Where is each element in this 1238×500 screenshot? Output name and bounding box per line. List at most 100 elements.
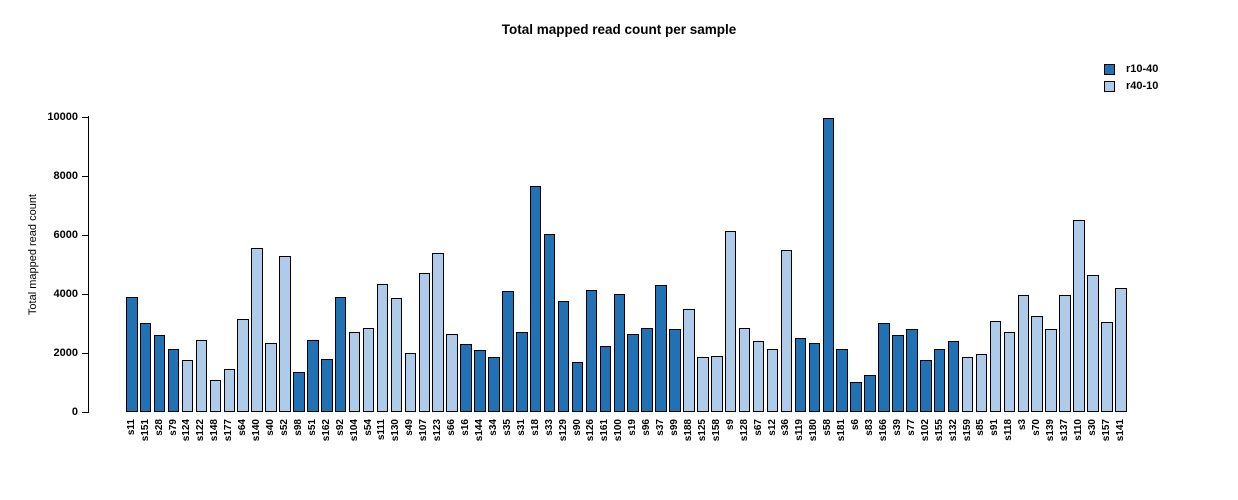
bar-s96 bbox=[641, 328, 653, 412]
x-tick-label: s181 bbox=[836, 419, 848, 442]
x-tick-label: s98 bbox=[292, 419, 304, 436]
bar-s16 bbox=[460, 344, 472, 412]
y-tick-mark bbox=[82, 412, 88, 413]
bar-s119 bbox=[794, 338, 807, 412]
x-tick-label: s3 bbox=[1017, 419, 1029, 431]
x-tick-label: s177 bbox=[223, 419, 235, 442]
bar-s123 bbox=[432, 253, 444, 412]
x-tick-label: s99 bbox=[669, 419, 681, 436]
bar-s66 bbox=[446, 334, 458, 412]
bar-s137 bbox=[1059, 295, 1071, 412]
bar-s100 bbox=[613, 294, 626, 412]
x-tick-label: s100 bbox=[613, 419, 625, 442]
bar-s33 bbox=[543, 234, 556, 412]
bar-s99 bbox=[669, 329, 681, 412]
x-tick-label: s9 bbox=[724, 419, 736, 431]
bar-s58 bbox=[822, 118, 834, 412]
x-tick-label: s110 bbox=[1072, 419, 1084, 441]
bar-s144 bbox=[474, 350, 486, 412]
bar-s107 bbox=[418, 273, 431, 412]
x-tick-label: s58 bbox=[822, 419, 834, 436]
x-tick-label: s28 bbox=[153, 419, 165, 436]
x-tick-label: s31 bbox=[515, 419, 527, 436]
x-tick-label: s132 bbox=[947, 419, 959, 442]
bar-s67 bbox=[752, 341, 765, 412]
bar-s83 bbox=[864, 375, 876, 412]
x-tick-label: s39 bbox=[891, 419, 903, 436]
legend-item-r10-40: r10-40 bbox=[1104, 63, 1158, 76]
bar-s9 bbox=[724, 231, 737, 412]
x-tick-label: s19 bbox=[627, 419, 639, 436]
bar-s28 bbox=[153, 335, 166, 412]
bar-s132 bbox=[947, 341, 960, 412]
x-tick-label: s6 bbox=[850, 419, 862, 431]
bar-s30 bbox=[1087, 275, 1099, 412]
x-tick-label: s52 bbox=[278, 419, 290, 436]
bar-s157 bbox=[1101, 322, 1113, 412]
bar-s90 bbox=[571, 362, 584, 412]
legend: r10-40 r40-10 bbox=[1104, 63, 1158, 97]
x-tick-label: s96 bbox=[641, 419, 653, 436]
bar-s162 bbox=[321, 359, 333, 412]
bar-s118 bbox=[1003, 332, 1016, 412]
y-tick-label: 4000 bbox=[53, 288, 78, 300]
bar-s64 bbox=[237, 319, 249, 412]
bar-s12 bbox=[766, 349, 779, 412]
bar-s36 bbox=[780, 250, 793, 412]
x-tick-label: s79 bbox=[167, 419, 179, 436]
y-tick-label: 8000 bbox=[53, 170, 78, 182]
chart-title: Total mapped read count per sample bbox=[501, 22, 737, 37]
bar-s79 bbox=[167, 349, 180, 412]
x-tick-label: s92 bbox=[334, 419, 346, 436]
x-tick-label: s140 bbox=[251, 419, 263, 442]
x-tick-label: s155 bbox=[933, 419, 945, 442]
bar-s6 bbox=[850, 382, 862, 412]
x-tick-label: s104 bbox=[348, 419, 360, 442]
x-tick-label: s139 bbox=[1045, 419, 1057, 442]
x-tick-label: s157 bbox=[1100, 419, 1112, 442]
bar-s51 bbox=[307, 340, 319, 412]
bar-s31 bbox=[516, 332, 528, 412]
x-tick-label: s119 bbox=[794, 419, 806, 441]
bar-s148 bbox=[209, 380, 222, 412]
x-tick-label: s12 bbox=[766, 419, 778, 436]
bar-s126 bbox=[585, 290, 598, 412]
bar-s159 bbox=[961, 357, 974, 412]
x-tick-label: s33 bbox=[543, 419, 555, 436]
x-tick-label: s91 bbox=[989, 419, 1001, 436]
x-tick-label: s118 bbox=[1003, 419, 1015, 441]
x-tick-label: s162 bbox=[320, 419, 332, 442]
legend-item-r40-10: r40-10 bbox=[1104, 80, 1158, 93]
y-tick-mark bbox=[82, 176, 88, 177]
x-tick-label: s125 bbox=[696, 419, 708, 442]
x-tick-label: s130 bbox=[390, 419, 402, 442]
x-tick-label: s158 bbox=[710, 419, 722, 442]
bar-s34 bbox=[488, 357, 500, 412]
bar-s18 bbox=[529, 186, 542, 412]
x-tick-label: s64 bbox=[237, 419, 249, 436]
bar-s161 bbox=[599, 346, 612, 412]
bar-s125 bbox=[697, 357, 709, 412]
x-tick-label: s107 bbox=[418, 419, 430, 442]
bar-s158 bbox=[711, 356, 723, 412]
bar-s139 bbox=[1045, 329, 1057, 412]
bar-s124 bbox=[181, 360, 194, 412]
bar-s39 bbox=[892, 335, 904, 412]
x-tick-label: s34 bbox=[487, 419, 499, 436]
x-tick-label: s161 bbox=[599, 419, 611, 442]
bar-s3 bbox=[1017, 295, 1030, 412]
x-tick-label: s144 bbox=[474, 419, 485, 442]
bar-s129 bbox=[557, 301, 570, 412]
x-tick-label: s148 bbox=[209, 419, 221, 442]
x-tick-label: s70 bbox=[1031, 419, 1043, 436]
x-tick-label: s90 bbox=[571, 419, 583, 436]
bar-s70 bbox=[1031, 316, 1043, 412]
bar-s181 bbox=[836, 349, 848, 412]
x-tick-label: s180 bbox=[808, 419, 820, 442]
x-tick-label: s16 bbox=[460, 419, 472, 436]
x-tick-label: s11 bbox=[125, 419, 137, 436]
bar-s155 bbox=[933, 349, 946, 412]
bar-s140 bbox=[251, 248, 263, 412]
y-tick-label: 0 bbox=[71, 406, 78, 418]
